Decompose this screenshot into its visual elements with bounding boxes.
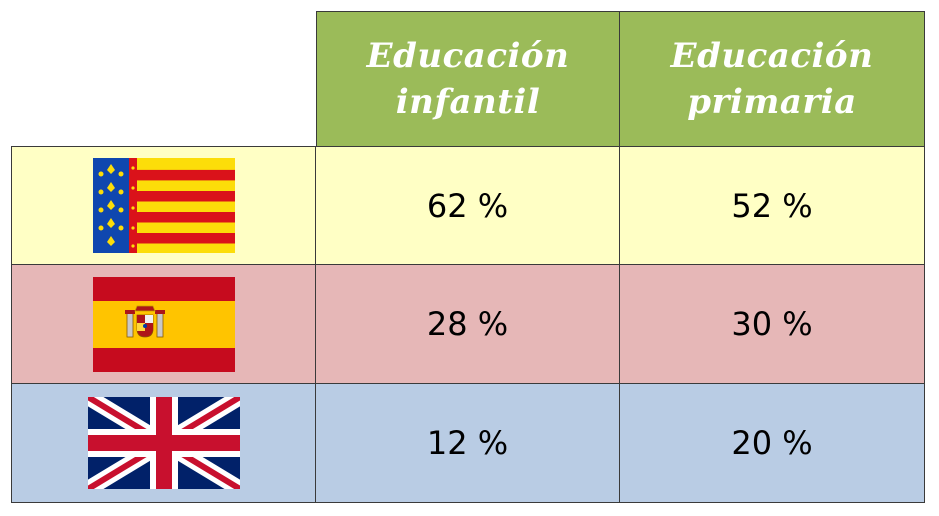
spanish-flag bbox=[92, 276, 235, 372]
header-infantil-label: Educación infantil bbox=[366, 36, 570, 122]
cell-infantil-british: 12 % bbox=[316, 384, 620, 503]
value-primaria-valencian: 52 % bbox=[731, 186, 813, 225]
cell-primaria-british: 20 % bbox=[620, 384, 925, 503]
value-infantil-spanish: 28 % bbox=[426, 305, 509, 343]
header-infantil: Educación infantil bbox=[316, 11, 620, 147]
empty-corner-cell bbox=[11, 11, 316, 147]
cell-primaria-valencian: 52 % bbox=[620, 147, 925, 265]
value-primaria-spanish: 30 % bbox=[731, 305, 813, 343]
table-row-spanish-flag-cell bbox=[11, 265, 316, 384]
cell-infantil-valencian: 62 % bbox=[316, 147, 620, 265]
table-row-british-flag-cell bbox=[11, 384, 316, 503]
value-primaria-british: 20 % bbox=[731, 424, 813, 462]
cell-primaria-spanish: 30 % bbox=[620, 265, 925, 384]
value-infantil-british: 12 % bbox=[426, 424, 509, 462]
table-row-valencian-flag-cell bbox=[11, 147, 316, 265]
british-flag bbox=[87, 397, 240, 489]
cell-infantil-spanish: 28 % bbox=[316, 265, 620, 384]
valencian-flag bbox=[92, 158, 235, 253]
language-percentage-table: Educación infantil Educación primaria bbox=[11, 11, 925, 503]
value-infantil-valencian: 62 % bbox=[426, 186, 509, 225]
header-primaria: Educación primaria bbox=[620, 11, 925, 147]
header-primaria-label: Educación primaria bbox=[670, 36, 874, 122]
